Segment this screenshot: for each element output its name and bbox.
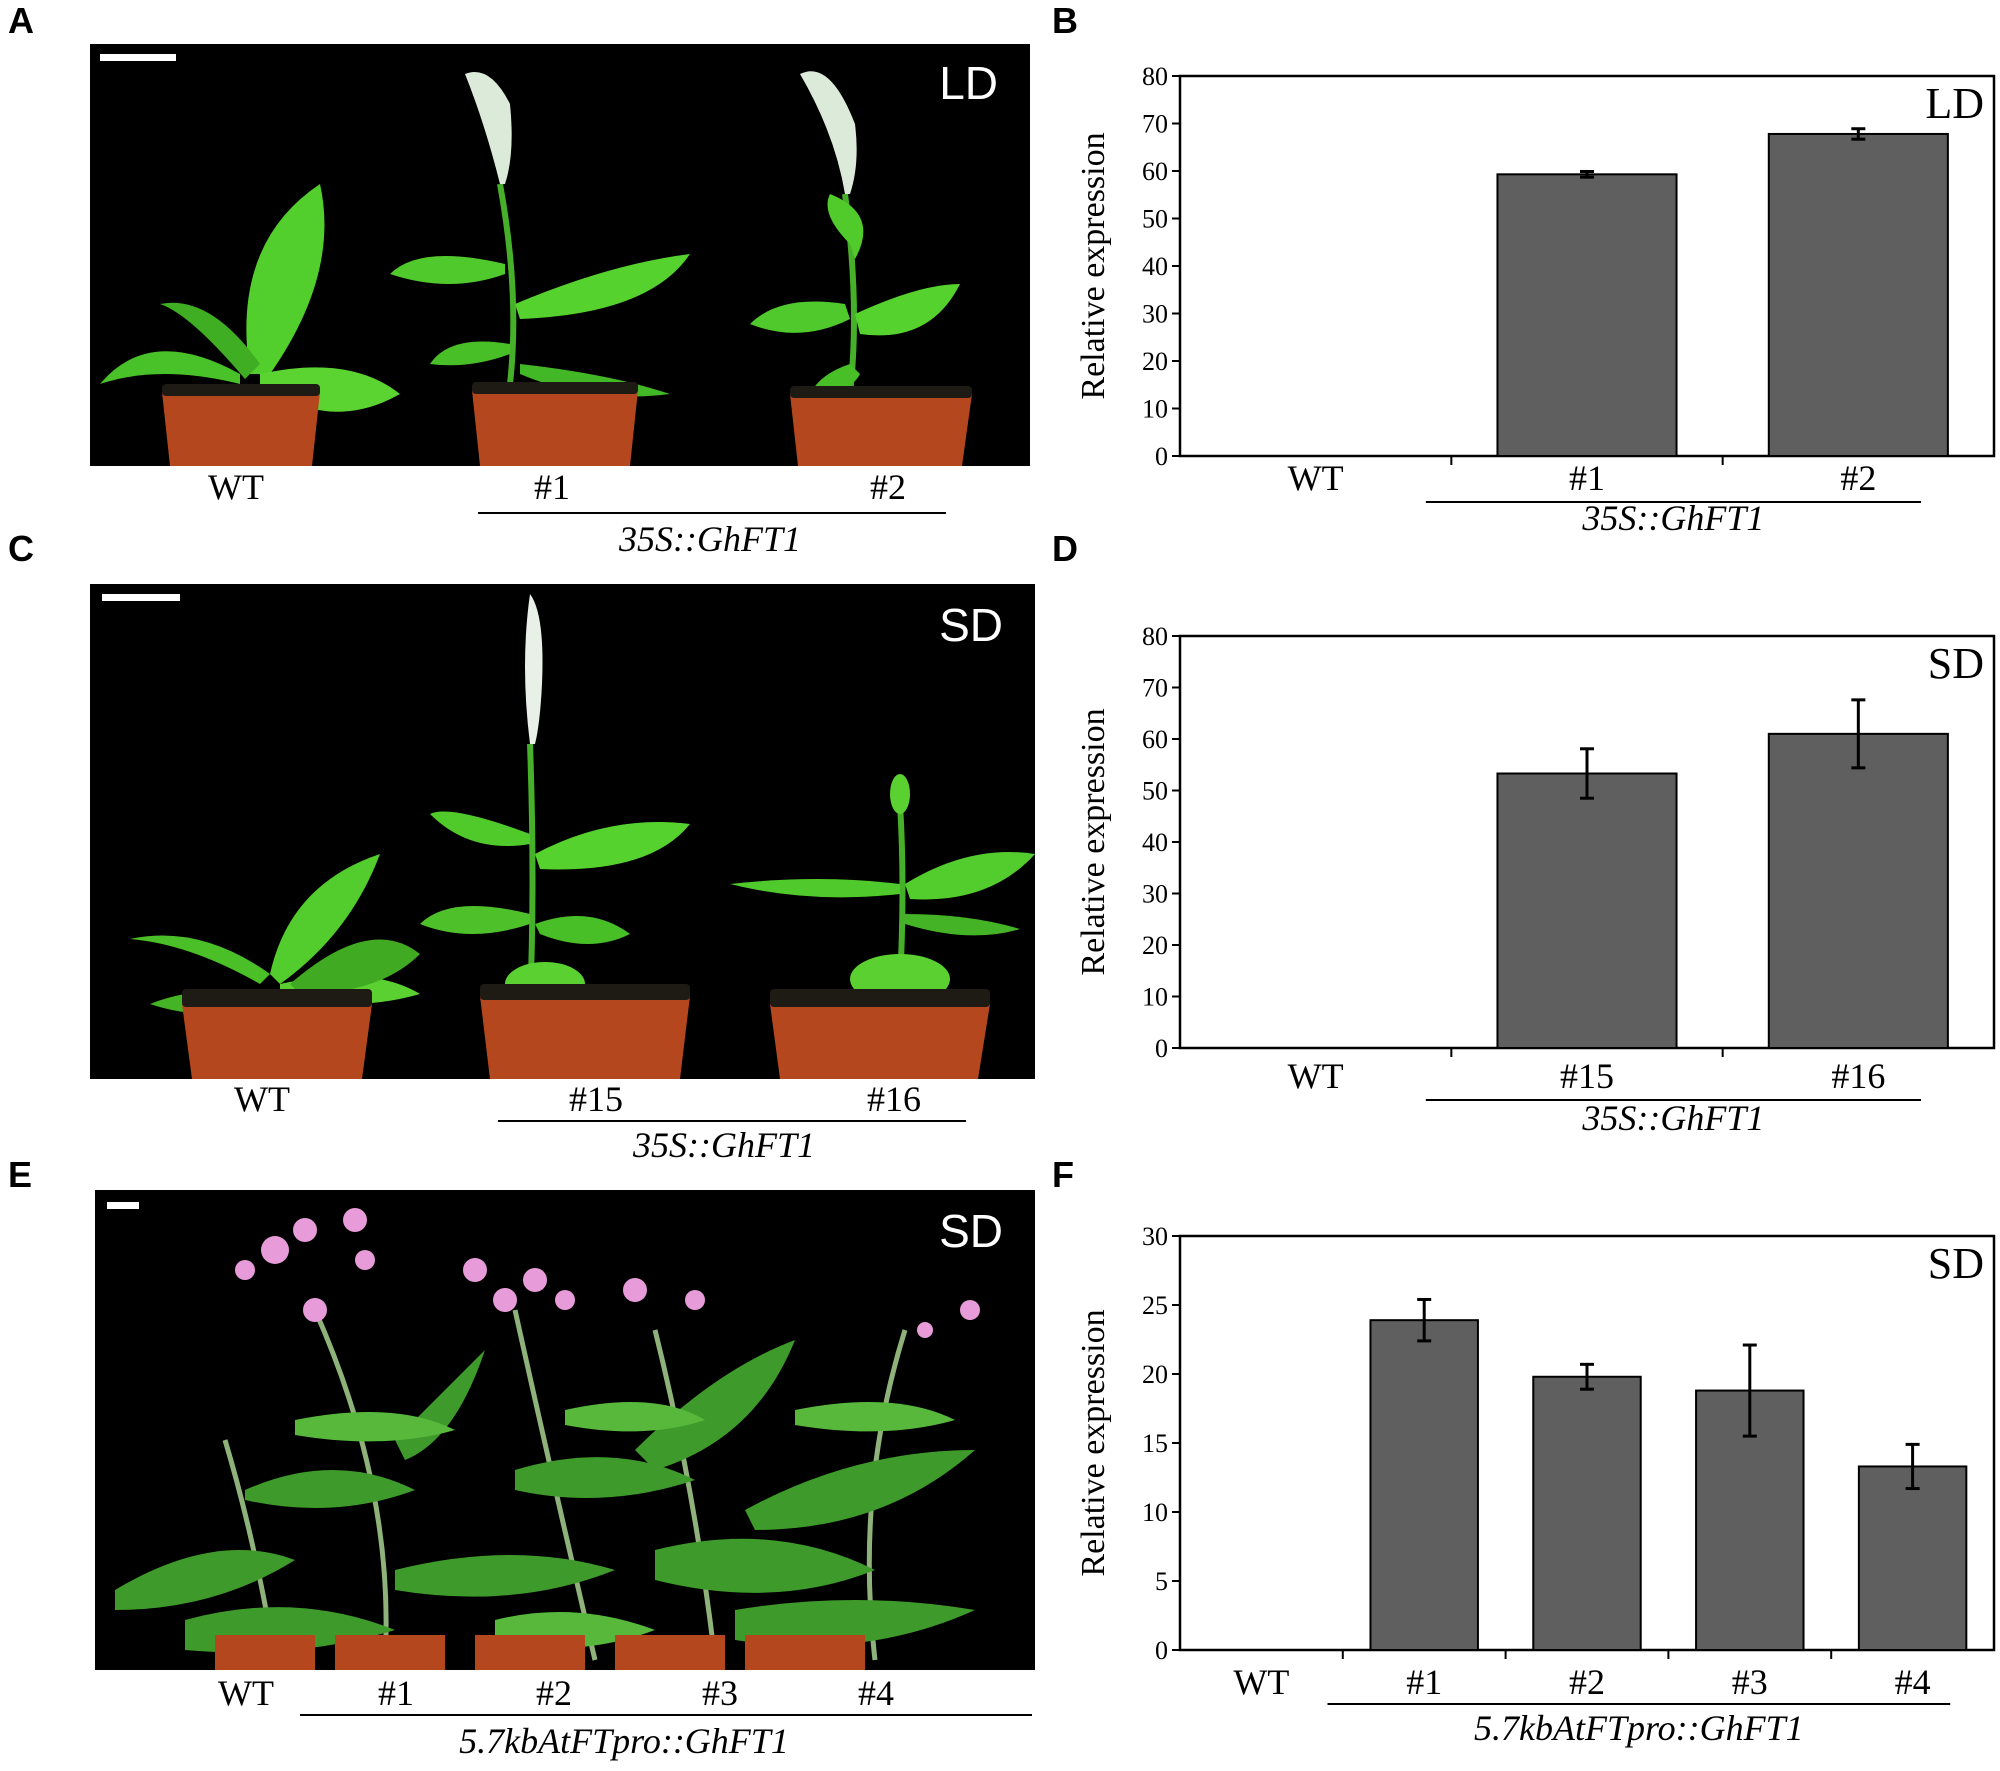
genotype-underline [300,1714,1032,1716]
y-tick-label: 5 [1155,1567,1168,1596]
plant-label: #2 [870,467,906,507]
y-tick-label: 20 [1142,931,1168,960]
group-label: 5.7kbAtFTpro::GhFT1 [1474,1708,1804,1748]
photo-condition-label: SD [939,599,1003,651]
photo-condition-label: SD [939,1205,1003,1257]
y-tick-label: 10 [1142,1498,1168,1527]
plant-label: #16 [867,1079,921,1119]
panel-letter-a: A [8,0,34,41]
y-tick-label: 80 [1142,62,1168,91]
chart-svg: 0 5 10 15 20 25 30 Relative expression SD WT #1 #2 #… [1075,1222,1996,1748]
y-tick-label: 25 [1142,1291,1168,1320]
x-category-label: #15 [1560,1056,1614,1096]
bar [1496,772,1678,1049]
genotype-underline [498,1120,966,1122]
y-tick-label: 30 [1142,1222,1168,1251]
x-category-label: WT [1233,1662,1289,1702]
panel-letter-d: D [1052,528,1078,569]
y-tick-label: 60 [1142,725,1168,754]
y-tick-label: 30 [1142,300,1168,329]
x-category-label: #16 [1831,1056,1885,1096]
photo-condition-label: LD [939,57,998,109]
chart-title: LD [1925,79,1984,128]
panel-letter-e: E [8,1154,33,1195]
plant-illustration [115,1208,980,1670]
y-tick-label: 0 [1155,1034,1168,1063]
bar [1767,732,1949,1049]
genotype-underline [478,512,946,514]
bar [1496,173,1678,457]
bar [1857,1465,1968,1651]
panel-letter-c: C [8,528,34,569]
plant-photo-sd: SD [90,584,1035,1079]
bar [1369,1319,1479,1652]
y-tick-label: 50 [1142,205,1168,234]
plant-label: WT [218,1673,274,1713]
scale-bar [107,1202,139,1209]
plant-label: #3 [702,1673,738,1713]
y-tick-label: 30 [1142,880,1168,909]
genotype-label: 35S::GhFT1 [633,1125,815,1165]
panel-letter-f: F [1052,1154,1074,1195]
y-tick-label: 15 [1142,1429,1168,1458]
y-tick-label: 60 [1142,157,1168,186]
bar [1532,1375,1642,1651]
group-label: 35S::GhFT1 [1581,498,1764,538]
y-tick-label: 80 [1142,622,1168,651]
chart-svg: 0 10 20 30 40 50 60 70 80 Relative expression LD WT… [1075,62,1996,538]
bar-chart-b: 0 10 20 30 40 50 60 70 80 Relative expression LD WT… [1060,40,2000,560]
plant-label: #2 [536,1673,572,1713]
plant-label: #4 [858,1673,894,1713]
panel-letter-b: B [1052,0,1078,41]
plant-illustration [130,594,1035,1079]
y-tick-label: 10 [1142,395,1168,424]
y-axis-title: Relative expression [1075,708,1112,975]
y-tick-label: 0 [1155,1636,1168,1665]
x-category-label: #2 [1840,458,1876,498]
bar [1767,132,1949,457]
y-tick-label: 50 [1142,777,1168,806]
y-tick-label: 20 [1142,1360,1168,1389]
plant-photo-sd-flowering: SD [95,1190,1035,1670]
y-tick-label: 20 [1142,347,1168,376]
bar-chart-f: 0 5 10 15 20 25 30 Relative expression SD WT #1 #2 #… [1060,1200,2000,1766]
scale-bar [100,54,176,61]
plant-label: #1 [378,1673,414,1713]
y-axis-title: Relative expression [1075,1309,1112,1576]
bar-chart-d: 0 10 20 30 40 50 60 70 80 Relative expression SD WT… [1060,600,2000,1160]
x-category-label: WT [1288,458,1344,498]
chart-title: SD [1928,1239,1984,1288]
group-label: 35S::GhFT1 [1581,1098,1764,1138]
plant-label: WT [234,1079,290,1119]
plant-label: #15 [569,1079,623,1119]
x-category-label: #1 [1569,458,1605,498]
x-category-label: #3 [1732,1662,1768,1702]
y-tick-label: 70 [1142,110,1168,139]
plant-label: WT [208,467,264,507]
x-category-label: #2 [1569,1662,1605,1702]
x-category-label: WT [1288,1056,1344,1096]
plant-photo-ld: LD [90,44,1030,466]
y-tick-label: 10 [1142,983,1168,1012]
chart-title: SD [1928,639,1984,688]
y-tick-label: 40 [1142,828,1168,857]
y-tick-label: 40 [1142,252,1168,281]
x-category-label: #4 [1895,1662,1931,1702]
y-tick-label: 70 [1142,674,1168,703]
scale-bar [102,594,180,601]
chart-svg: 0 10 20 30 40 50 60 70 80 Relative expression SD WT… [1075,622,1996,1138]
x-category-label: #1 [1406,1662,1442,1702]
y-tick-label: 0 [1155,442,1168,471]
genotype-label: 5.7kbAtFTpro::GhFT1 [459,1721,789,1761]
plant-illustration [100,71,972,466]
genotype-label: 35S::GhFT1 [619,519,801,559]
y-axis-title: Relative expression [1075,132,1112,399]
plant-label: #1 [534,467,570,507]
